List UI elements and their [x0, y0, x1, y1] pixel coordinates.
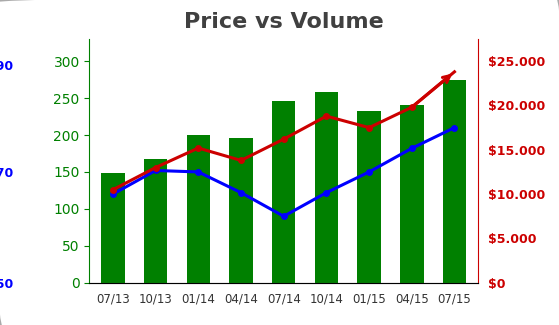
Bar: [443, 80, 466, 283]
Bar: [187, 135, 210, 283]
Bar: [101, 174, 125, 283]
Title: Price vs Volume: Price vs Volume: [184, 12, 383, 32]
Bar: [229, 138, 253, 283]
Bar: [144, 159, 167, 283]
Bar: [272, 101, 296, 283]
Bar: [357, 111, 381, 283]
Bar: [400, 106, 424, 283]
Bar: [315, 92, 338, 283]
